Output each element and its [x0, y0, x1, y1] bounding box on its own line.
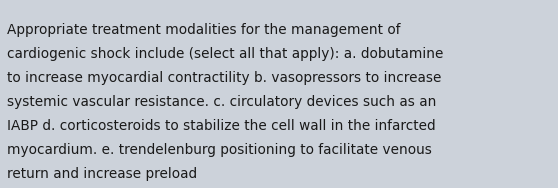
Text: myocardium. e. trendelenburg positioning to facilitate venous: myocardium. e. trendelenburg positioning…	[7, 143, 432, 157]
Text: cardiogenic shock include (select all that apply): a. dobutamine: cardiogenic shock include (select all th…	[7, 47, 444, 61]
Text: to increase myocardial contractility b. vasopressors to increase: to increase myocardial contractility b. …	[7, 71, 441, 85]
Text: Appropriate treatment modalities for the management of: Appropriate treatment modalities for the…	[7, 23, 401, 36]
Text: systemic vascular resistance. c. circulatory devices such as an: systemic vascular resistance. c. circula…	[7, 95, 436, 109]
Text: IABP d. corticosteroids to stabilize the cell wall in the infarcted: IABP d. corticosteroids to stabilize the…	[7, 119, 436, 133]
Text: return and increase preload: return and increase preload	[7, 167, 198, 181]
